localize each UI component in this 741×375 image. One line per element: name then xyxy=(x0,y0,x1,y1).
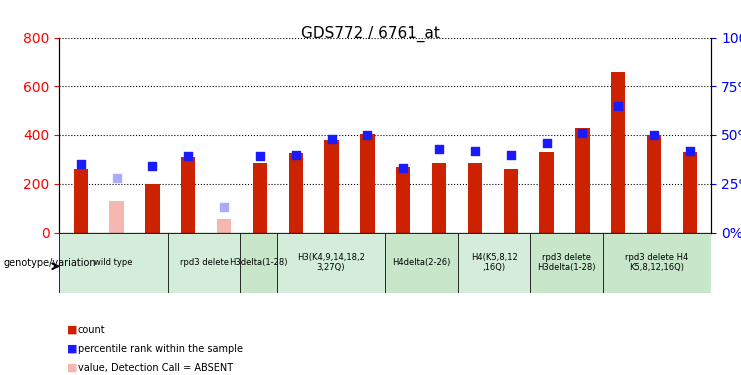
Point xyxy=(290,152,302,157)
Point xyxy=(469,148,481,154)
Bar xyxy=(217,219,231,232)
Text: rpd3 delete H4
K5,8,12,16Q): rpd3 delete H4 K5,8,12,16Q) xyxy=(625,253,688,272)
Text: value, Detection Call = ABSENT: value, Detection Call = ABSENT xyxy=(78,363,233,372)
Bar xyxy=(145,183,159,232)
Text: count: count xyxy=(78,325,105,335)
Text: GDS772 / 6761_at: GDS772 / 6761_at xyxy=(301,26,440,42)
Text: ■: ■ xyxy=(67,325,77,335)
Point xyxy=(254,153,266,159)
Point xyxy=(397,165,409,171)
Bar xyxy=(539,152,554,232)
Bar xyxy=(458,232,531,292)
Bar xyxy=(168,232,240,292)
Bar xyxy=(575,128,590,232)
Bar xyxy=(682,152,697,232)
Point xyxy=(362,132,373,138)
Text: genotype/variation: genotype/variation xyxy=(4,258,96,267)
Text: H3(K4,9,14,18,2
3,27Q): H3(K4,9,14,18,2 3,27Q) xyxy=(297,253,365,272)
Bar xyxy=(360,134,374,232)
Point xyxy=(684,148,696,154)
Bar xyxy=(276,232,385,292)
Bar xyxy=(468,163,482,232)
Point xyxy=(75,161,87,167)
Point xyxy=(325,136,337,142)
Point xyxy=(433,146,445,152)
Text: rpd3 delete: rpd3 delete xyxy=(179,258,229,267)
Point xyxy=(648,132,660,138)
Text: wild type: wild type xyxy=(94,258,133,267)
Point xyxy=(218,204,230,210)
Bar xyxy=(647,135,661,232)
Bar xyxy=(602,232,711,292)
Bar xyxy=(59,232,168,292)
Point xyxy=(110,175,122,181)
Bar xyxy=(432,163,446,232)
Text: ■: ■ xyxy=(67,344,77,354)
Bar xyxy=(504,169,518,232)
Text: H4(K5,8,12
,16Q): H4(K5,8,12 ,16Q) xyxy=(471,253,517,272)
Bar xyxy=(396,167,411,232)
Bar xyxy=(611,72,625,232)
Bar xyxy=(325,140,339,232)
Bar xyxy=(531,232,602,292)
Point xyxy=(182,153,194,159)
Point xyxy=(576,130,588,136)
Bar xyxy=(385,232,458,292)
Text: rpd3 delete
H3delta(1-28): rpd3 delete H3delta(1-28) xyxy=(537,253,596,272)
Bar xyxy=(110,201,124,232)
Bar xyxy=(288,153,303,232)
Point xyxy=(612,103,624,109)
Bar xyxy=(240,232,276,292)
Point xyxy=(505,152,516,157)
Bar xyxy=(181,157,196,232)
Bar xyxy=(73,169,88,232)
Bar xyxy=(253,163,267,232)
Point xyxy=(147,163,159,169)
Text: H4delta(2-26): H4delta(2-26) xyxy=(392,258,451,267)
Text: ■: ■ xyxy=(67,363,77,372)
Text: H3delta(1-28): H3delta(1-28) xyxy=(229,258,288,267)
Text: percentile rank within the sample: percentile rank within the sample xyxy=(78,344,243,354)
Point xyxy=(541,140,553,146)
